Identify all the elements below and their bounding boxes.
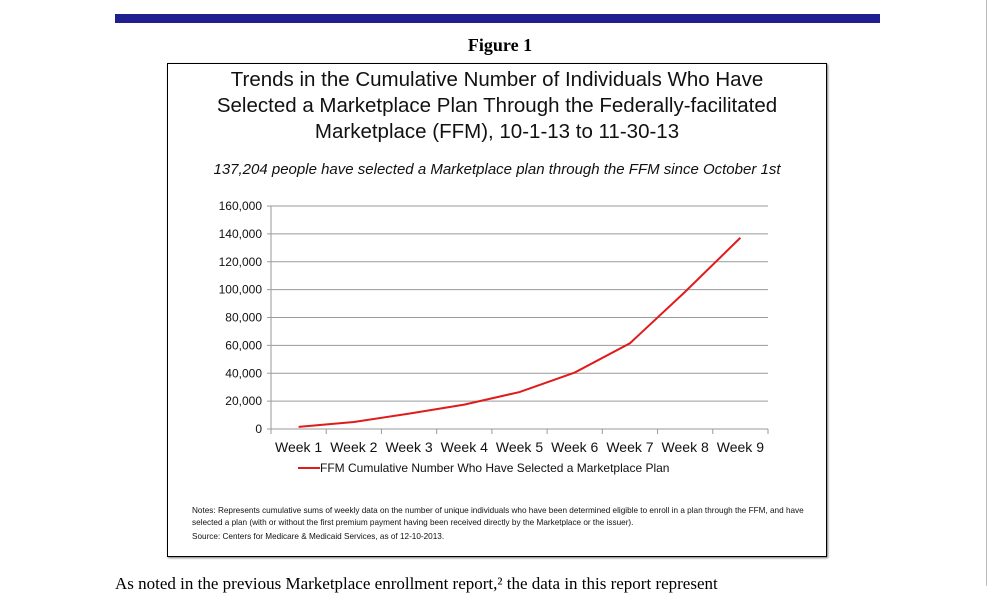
- page-edge: [986, 0, 987, 586]
- y-tick-label: 0: [255, 422, 262, 436]
- y-tick-label: 100,000: [219, 283, 263, 297]
- figure-label: Figure 1: [0, 35, 1000, 56]
- chart-source: Source: Centers for Medicare & Medicaid …: [192, 532, 444, 541]
- x-tick-label: Week 7: [606, 439, 653, 455]
- chart-notes: Notes: Represents cumulative sums of wee…: [192, 505, 812, 529]
- x-tick-label: Week 6: [551, 439, 598, 455]
- x-tick-label: Week 2: [330, 439, 377, 455]
- y-tick-label: 120,000: [219, 255, 263, 269]
- y-tick-label: 140,000: [219, 227, 263, 241]
- header-rule: [115, 14, 880, 23]
- x-tick-label: Week 3: [385, 439, 432, 455]
- figure-box: Trends in the Cumulative Number of Indiv…: [167, 63, 827, 557]
- x-tick-label: Week 5: [496, 439, 543, 455]
- series-line: [299, 238, 741, 427]
- y-tick-label: 160,000: [219, 199, 263, 213]
- y-tick-label: 80,000: [225, 311, 262, 325]
- legend-label: FFM Cumulative Number Who Have Selected …: [320, 461, 669, 475]
- line-chart: 0 20,000 40,000 60,000 80,000 100,000 120,000 1…: [168, 64, 826, 484]
- x-tick-label: Week 8: [662, 439, 709, 455]
- y-tick-label: 40,000: [225, 366, 262, 380]
- x-tick-label: Week 1: [275, 439, 322, 455]
- x-tick-label: Week 9: [717, 439, 764, 455]
- y-tick-label: 60,000: [225, 338, 262, 352]
- x-tick-label: Week 4: [441, 439, 488, 455]
- body-text: As noted in the previous Marketplace enr…: [115, 574, 718, 594]
- y-tick-label: 20,000: [225, 394, 262, 408]
